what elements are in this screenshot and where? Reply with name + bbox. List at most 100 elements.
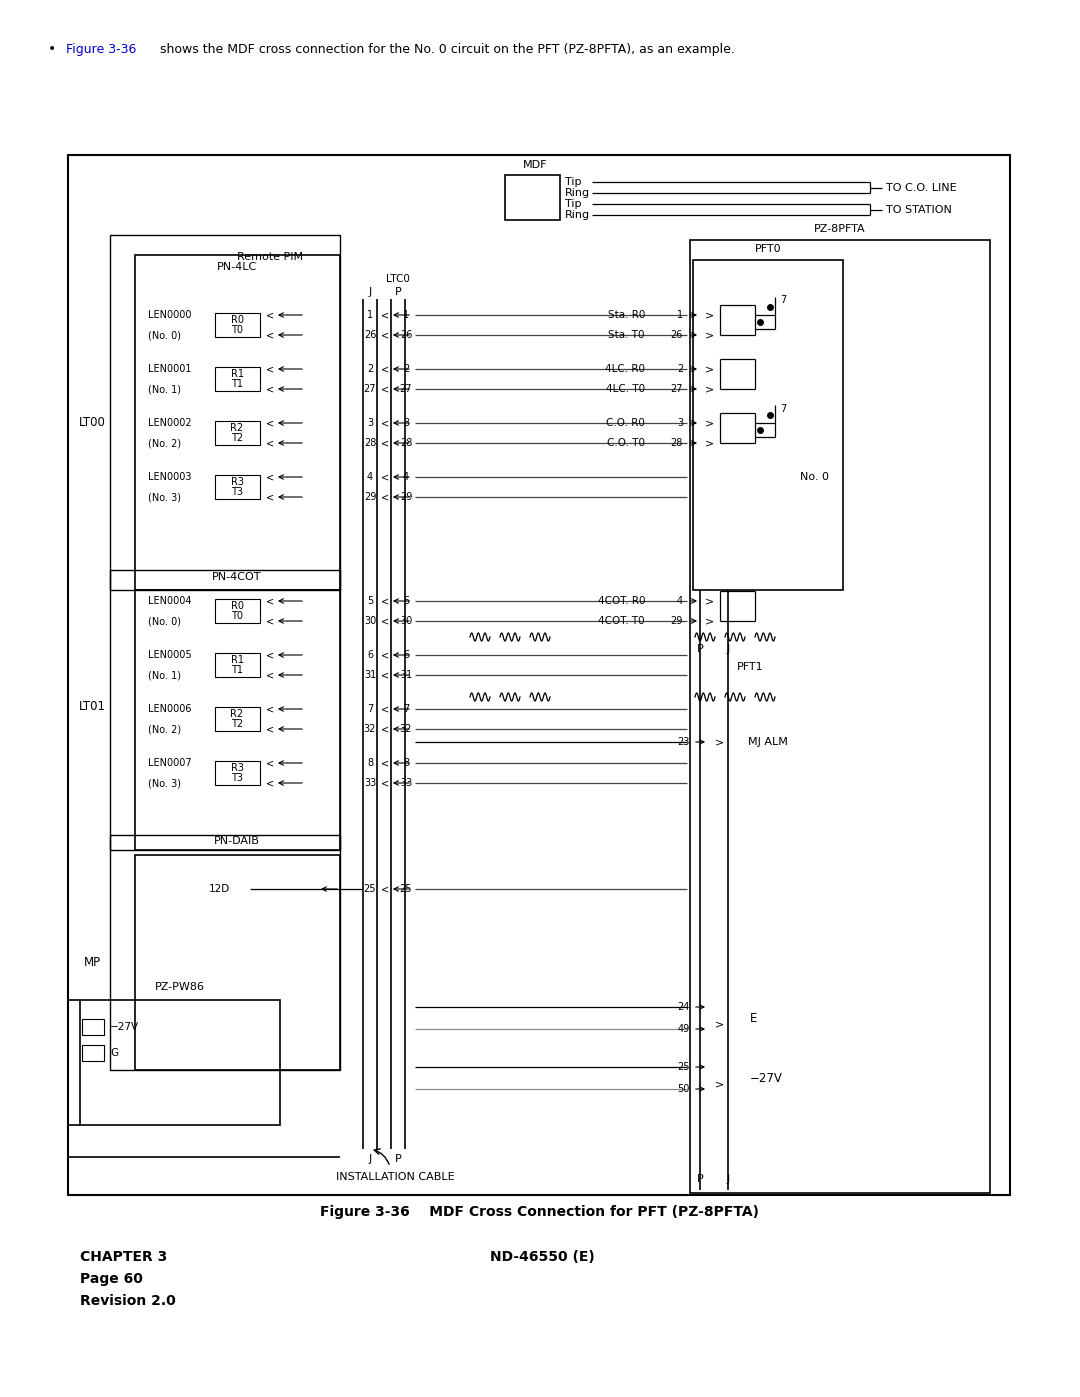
Text: LEN0001: LEN0001 [148,365,191,374]
Text: <: < [381,616,389,626]
Text: LEN0006: LEN0006 [148,704,191,714]
Bar [135,590,340,849]
Text: <: < [381,418,389,427]
Text: T1: T1 [231,665,243,675]
Text: (No. 1): (No. 1) [148,384,181,394]
Text: •: • [48,42,56,56]
Text: P: P [394,1154,402,1164]
Text: T3: T3 [231,773,243,782]
Text: shows the MDF cross connection for the No. 0 circuit on the PFT (PZ-8PFTA), as a: shows the MDF cross connection for the N… [156,42,734,56]
Text: <: < [266,597,274,606]
Text: LEN0000: LEN0000 [148,310,191,320]
Text: 7: 7 [780,295,786,305]
Text: <: < [266,472,274,482]
Text: 1: 1 [367,310,373,320]
Text: <: < [266,330,274,339]
Text: PN-4COT: PN-4COT [213,571,261,583]
Text: <: < [266,310,274,320]
Text: 23: 23 [677,738,690,747]
Text: 25: 25 [677,1062,690,1071]
Text: 4COT. T0: 4COT. T0 [598,616,645,626]
Text: >: > [705,439,715,448]
Text: <: < [381,671,389,680]
Bar [505,175,561,219]
Text: T0: T0 [231,326,243,335]
Text: 27: 27 [400,384,413,394]
Text: 7: 7 [403,704,409,714]
Text: R1: R1 [230,369,243,379]
Text: LEN0007: LEN0007 [148,759,191,768]
Text: T0: T0 [231,610,243,622]
Text: R3: R3 [230,763,243,773]
Text: 3: 3 [367,418,373,427]
Text: 1: 1 [403,310,409,320]
Text: <: < [381,597,389,606]
Text: C.O. T0: C.O. T0 [607,439,645,448]
Text: <: < [266,365,274,374]
Text: <: < [266,724,274,733]
Bar [110,570,340,849]
Text: 30: 30 [400,616,413,626]
Text: <: < [266,384,274,394]
Text: <: < [381,330,389,339]
Text: J: J [727,644,730,654]
Bar [135,855,340,1070]
Text: <: < [266,418,274,427]
Text: T2: T2 [231,433,243,443]
Text: PFT1: PFT1 [737,662,764,672]
Text: <: < [381,759,389,768]
Text: <: < [381,778,389,788]
Bar [215,420,260,446]
Text: 4: 4 [367,472,373,482]
Text: J: J [368,286,372,298]
Text: <: < [266,759,274,768]
Text: PN-4LC: PN-4LC [217,263,257,272]
Bar [110,835,340,1070]
Text: (No. 2): (No. 2) [148,439,181,448]
Text: 2: 2 [403,365,409,374]
Text: 26: 26 [400,330,413,339]
Text: 27: 27 [671,384,683,394]
Bar [215,652,260,678]
Text: 32: 32 [364,724,376,733]
Text: >: > [705,418,715,427]
Text: R0: R0 [230,314,243,326]
Text: >: > [705,616,715,626]
Text: Page 60: Page 60 [80,1273,143,1287]
Text: >: > [715,1078,725,1090]
Text: MJ ALM: MJ ALM [748,738,788,747]
Text: <: < [266,704,274,714]
Bar [215,707,260,731]
Text: 25: 25 [364,884,376,894]
Text: 29: 29 [671,616,683,626]
Text: Tip: Tip [565,198,581,210]
Text: ND-46550 (E): ND-46550 (E) [490,1250,595,1264]
Text: 6: 6 [367,650,373,659]
Text: 26: 26 [671,330,683,339]
Text: P: P [394,286,402,298]
Text: 8: 8 [367,759,373,768]
Bar [215,761,260,785]
Text: G: G [110,1048,118,1058]
Text: 31: 31 [400,671,413,680]
Text: >: > [705,330,715,339]
Text: 26: 26 [364,330,376,339]
Text: >: > [705,597,715,606]
Text: 28: 28 [671,439,683,448]
Text: <: < [381,650,389,659]
Text: 12D: 12D [208,884,230,894]
Text: 49: 49 [678,1024,690,1034]
Text: (No. 1): (No. 1) [148,671,181,680]
Text: T1: T1 [231,379,243,388]
Text: 32: 32 [400,724,413,733]
Bar [80,1000,280,1125]
Bar [82,1045,104,1060]
Text: T2: T2 [231,719,243,729]
Text: 7: 7 [780,404,786,414]
Text: 24: 24 [677,1002,690,1011]
Text: −27V: −27V [750,1071,783,1084]
Bar [110,235,340,590]
Text: <: < [381,472,389,482]
Text: <: < [381,365,389,374]
Text: Ring: Ring [565,189,590,198]
